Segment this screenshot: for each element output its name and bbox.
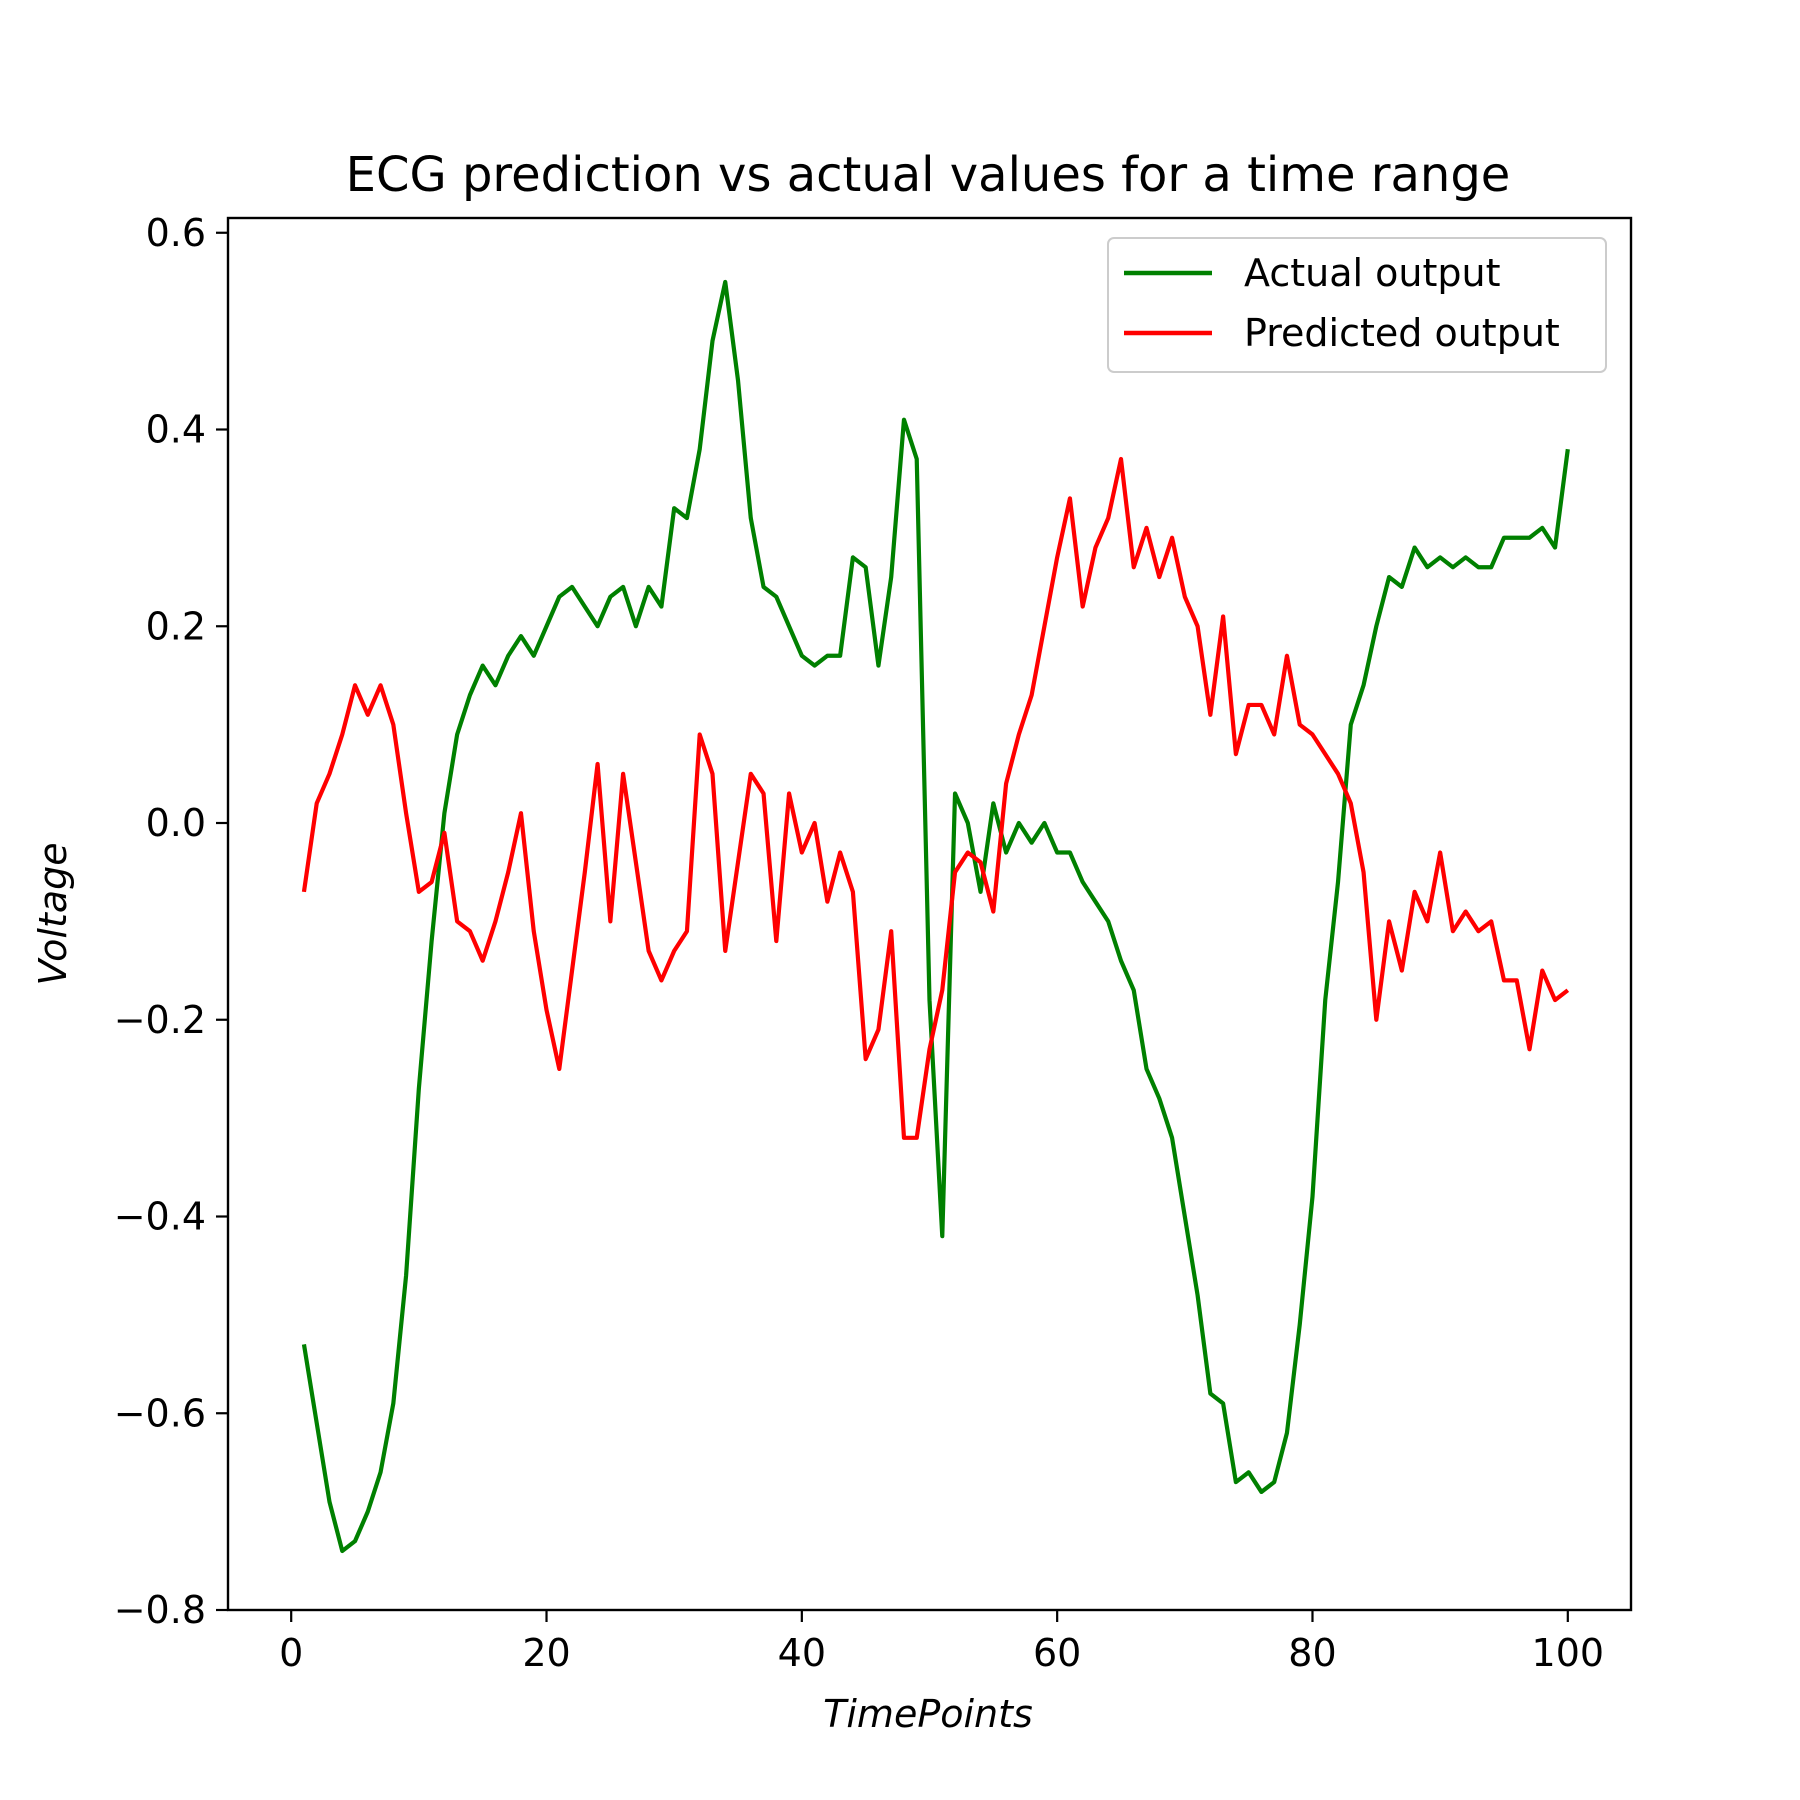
x-axis-ticks: 0 20 40 60 80 100 [279, 1610, 1604, 1675]
y-tick-label: 0.4 [146, 408, 206, 452]
series-line-actual [301, 279, 1570, 1554]
legend-label-predicted: Predicted output [1244, 311, 1560, 355]
legend-label-actual: Actual output [1244, 251, 1500, 295]
y-tick-label: 0.0 [146, 801, 206, 845]
plot-frame [226, 216, 1633, 1612]
chart-title: ECG prediction vs actual values for a ti… [346, 147, 1511, 203]
x-tick-label: 60 [1033, 1631, 1081, 1675]
y-axis-label: Voltage [31, 842, 75, 985]
x-tick-label: 80 [1288, 1631, 1336, 1675]
legend-box [1107, 237, 1607, 373]
y-tick-label: −0.8 [114, 1588, 206, 1632]
legend: Actual output Predicted output [1107, 237, 1607, 373]
y-tick-label: 0.6 [146, 211, 206, 255]
x-tick-label: 100 [1532, 1631, 1605, 1675]
x-tick-label: 0 [279, 1631, 303, 1675]
x-axis-label: TimePoints [823, 1692, 1033, 1736]
x-tick-label: 20 [522, 1631, 570, 1675]
y-tick-label: 0.2 [146, 604, 206, 648]
series-layer [301, 279, 1570, 1554]
x-tick-label: 40 [778, 1631, 826, 1675]
y-axis-ticks: −0.8 −0.6 −0.4 −0.2 0.0 0.2 0.4 0.6 [114, 211, 228, 1632]
y-tick-label: −0.4 [114, 1195, 206, 1239]
series-line-predicted [301, 456, 1570, 1140]
y-tick-label: −0.2 [114, 998, 206, 1042]
y-tick-label: −0.6 [114, 1391, 206, 1435]
